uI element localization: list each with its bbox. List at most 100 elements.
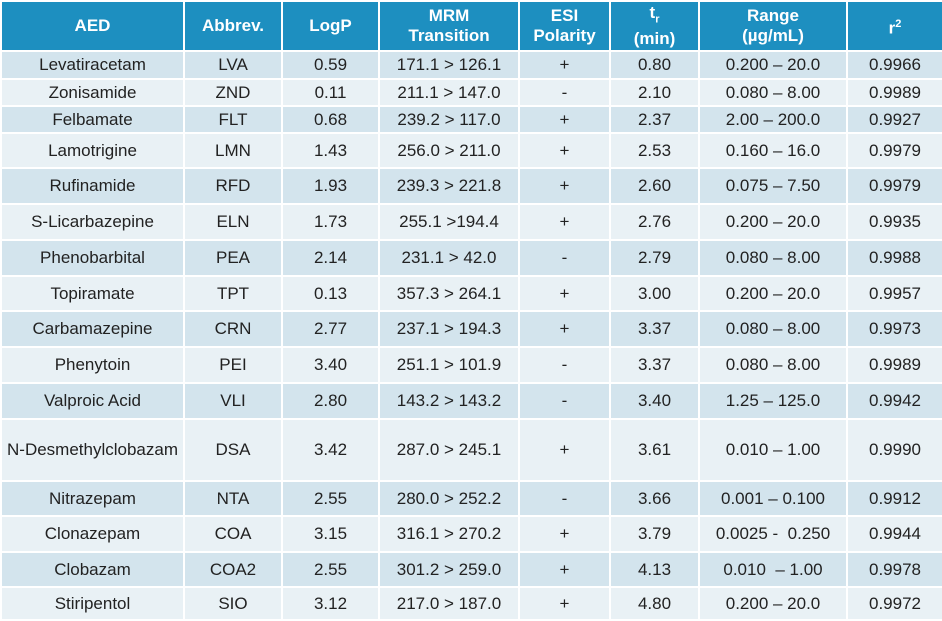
table-row: Stiripentol SIO 3.12 217.0 > 187.0 +4.80 0.20…: [0, 586, 942, 621]
header-text: (µg/mL): [742, 26, 804, 45]
header-text: r: [888, 18, 896, 38]
table-cell: 2.55: [281, 480, 380, 517]
aed-cell: N-Desmethylclobazam: [0, 418, 185, 482]
table-cell: 3.40: [281, 346, 380, 384]
table-cell: 2.14: [281, 239, 380, 277]
table-cell: 0.001 – 0.100: [698, 480, 848, 517]
table-row: Zonisamide ZND 0.11 211.1 > 147.0-2.10 0.080…: [0, 78, 942, 107]
table-cell: 280.0 > 252.2: [378, 480, 520, 517]
table-cell: 0.075 – 7.50: [698, 167, 848, 205]
table-cell: -: [518, 239, 611, 277]
table-cell: 3.79: [609, 515, 700, 553]
table-cell: 237.1 > 194.3: [378, 310, 520, 348]
table-cell: +: [518, 167, 611, 205]
table-cell: 0.9990: [846, 418, 942, 482]
header-cell: ESI Polarity: [518, 0, 611, 52]
table-cell: 0.9944: [846, 515, 942, 553]
table-cell: 0.010 – 1.00: [698, 418, 848, 482]
table-cell: 3.37: [609, 310, 700, 348]
aed-cell: Phenobarbital: [0, 239, 185, 277]
table-header: AED Abbrev. LogP MRM Transition ESI Polarity tr…: [0, 0, 942, 52]
table-cell: -: [518, 480, 611, 517]
table-cell: -: [518, 382, 611, 420]
table-cell: 239.2 > 117.0: [378, 105, 520, 134]
table-body: Levatiracetam LVA 0.59 171.1 > 126.1 +0.80 0.…: [0, 50, 942, 621]
table-cell: PEA: [183, 239, 283, 277]
table-cell: 0.080 – 8.00: [698, 346, 848, 384]
table-cell: 3.66: [609, 480, 700, 517]
aed-cell: Lamotrigine: [0, 132, 185, 169]
table-cell: 0.59: [281, 50, 380, 80]
table-cell: +: [518, 418, 611, 482]
table-cell: 3.15: [281, 515, 380, 553]
table-cell: 1.93: [281, 167, 380, 205]
table-cell: 0.9973: [846, 310, 942, 348]
table-cell: 2.37: [609, 105, 700, 134]
header-cell: MRM Transition: [378, 0, 520, 52]
table-cell: COA2: [183, 551, 283, 588]
table-row: Rufinamide RFD 1.93 239.3 > 221.8 +2.60 0.075…: [0, 167, 942, 205]
aed-cell: Carbamazepine: [0, 310, 185, 348]
table-cell: SIO: [183, 586, 283, 621]
table-cell: 0.9957: [846, 275, 942, 312]
table-cell: -: [518, 78, 611, 107]
aed-cell: Levatiracetam: [0, 50, 185, 80]
header-text: Abbrev.: [201, 16, 265, 35]
table-cell: 217.0 > 187.0: [378, 586, 520, 621]
table-cell: 0.11: [281, 78, 380, 107]
header-cell: AED: [0, 0, 185, 52]
table-cell: 0.9978: [846, 551, 942, 588]
table-cell: 3.42: [281, 418, 380, 482]
header-cell: r2: [846, 0, 942, 52]
table-cell: 0.9989: [846, 78, 942, 107]
table-cell: 231.1 > 42.0: [378, 239, 520, 277]
table-cell: DSA: [183, 418, 283, 482]
table-cell: 2.55: [281, 551, 380, 588]
aed-cell: Valproic Acid: [0, 382, 185, 420]
table-cell: 0.9979: [846, 167, 942, 205]
table-cell: ZND: [183, 78, 283, 107]
aed-cell: Clobazam: [0, 551, 185, 588]
table-cell: 0.9989: [846, 346, 942, 384]
table-cell: 4.13: [609, 551, 700, 588]
table-cell: 3.40: [609, 382, 700, 420]
aed-cell: Zonisamide: [0, 78, 185, 107]
table-cell: 0.9942: [846, 382, 942, 420]
table-cell: 0.9988: [846, 239, 942, 277]
table-cell: 3.00: [609, 275, 700, 312]
header-text: Polarity: [533, 26, 596, 45]
table-cell: 2.10: [609, 78, 700, 107]
table-cell: 3.37: [609, 346, 700, 384]
table-cell: 1.73: [281, 203, 380, 241]
table-cell: 0.200 – 20.0: [698, 203, 848, 241]
table-cell: +: [518, 551, 611, 588]
table-row: Topiramate TPT 0.13 357.3 > 264.1 +3.00 0.200…: [0, 275, 942, 312]
header-text: Range: [747, 6, 799, 25]
table-cell: +: [518, 105, 611, 134]
table-cell: 0.080 – 8.00: [698, 310, 848, 348]
table-cell: 143.2 > 143.2: [378, 382, 520, 420]
table-cell: 0.080 – 8.00: [698, 239, 848, 277]
header-superscript: 2: [895, 17, 902, 30]
table-cell: 0.9912: [846, 480, 942, 517]
table-cell: 0.160 – 16.0: [698, 132, 848, 169]
table-cell: 287.0 > 245.1: [378, 418, 520, 482]
aed-cell: Stiripentol: [0, 586, 185, 621]
table-cell: +: [518, 50, 611, 80]
table-cell: 0.80: [609, 50, 700, 80]
aed-cell: Rufinamide: [0, 167, 185, 205]
header-text: Transition: [408, 26, 490, 45]
table-cell: 0.68: [281, 105, 380, 134]
table-row: Felbamate FLT 0.68 239.2 > 117.0 +2.37 2.00 –…: [0, 105, 942, 134]
table-cell: 239.3 > 221.8: [378, 167, 520, 205]
table-cell: 171.1 > 126.1: [378, 50, 520, 80]
table-cell: 357.3 > 264.1: [378, 275, 520, 312]
table-cell: 0.200 – 20.0: [698, 275, 848, 312]
table-cell: ELN: [183, 203, 283, 241]
table-cell: COA: [183, 515, 283, 553]
table-cell: 316.1 > 270.2: [378, 515, 520, 553]
table-cell: LVA: [183, 50, 283, 80]
table-cell: CRN: [183, 310, 283, 348]
table-cell: 0.9972: [846, 586, 942, 621]
aed-cell: Clonazepam: [0, 515, 185, 553]
